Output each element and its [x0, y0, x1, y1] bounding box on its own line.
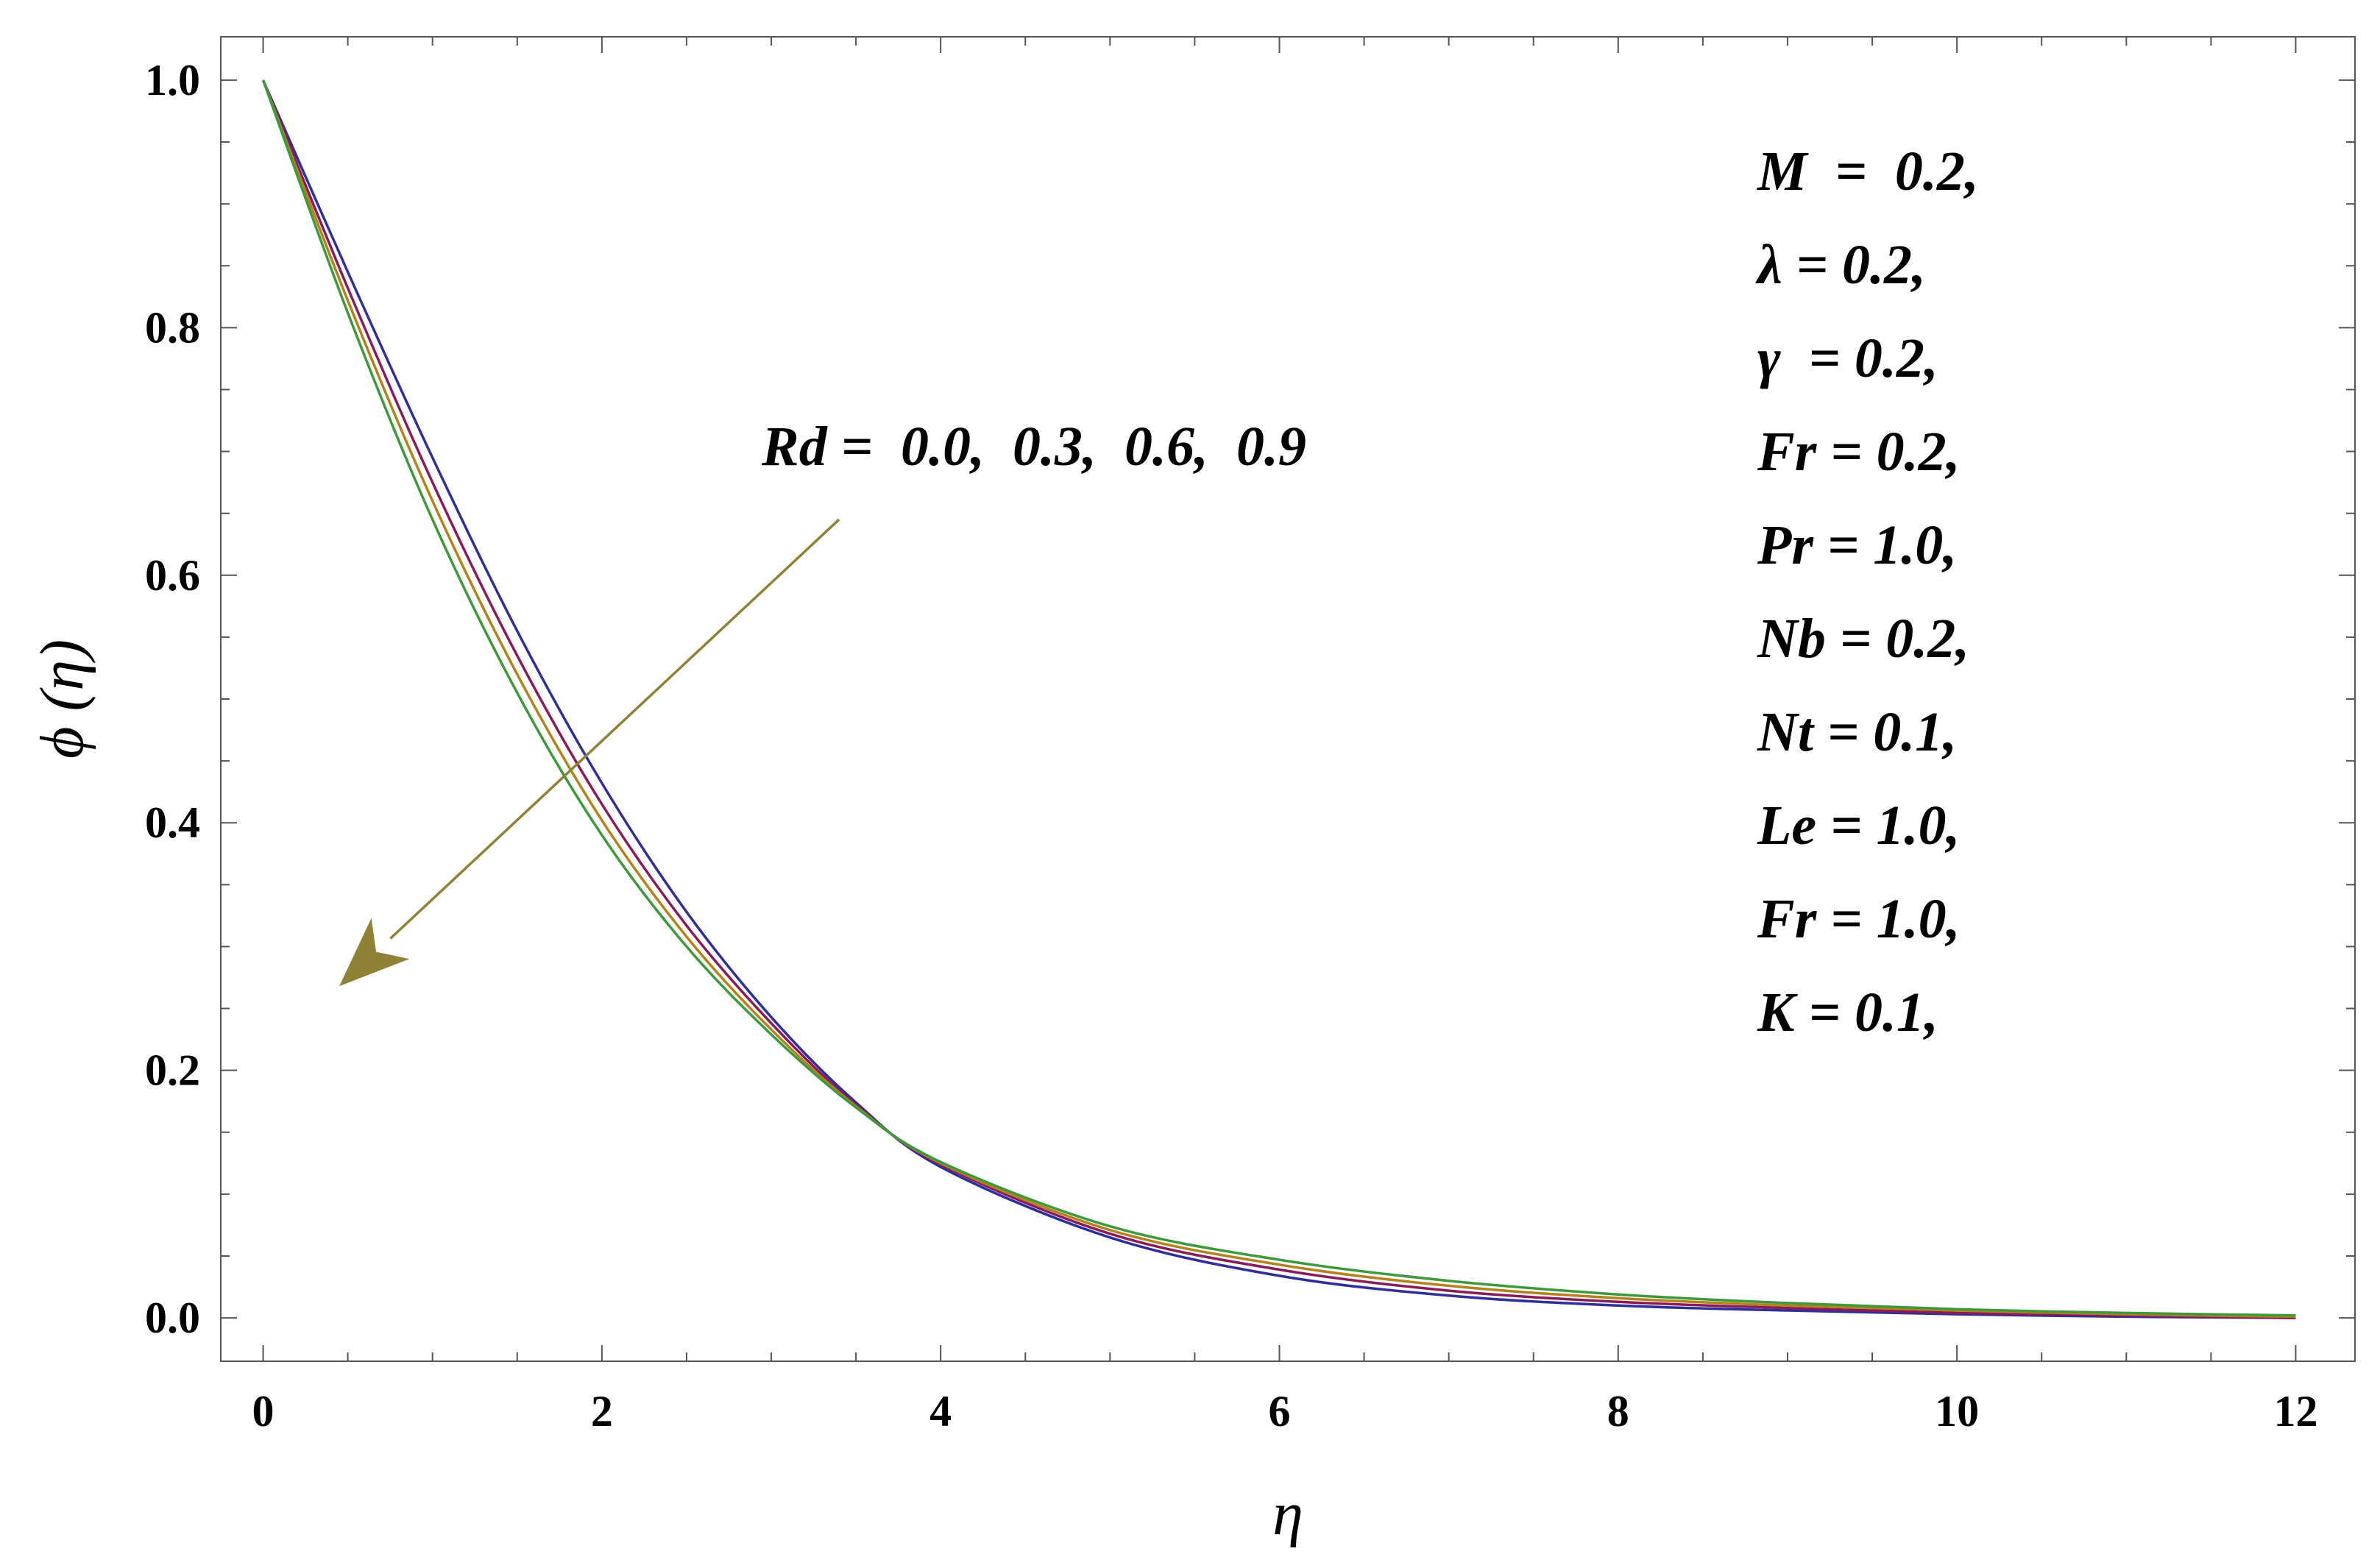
y-tick-label: 1.0 — [145, 56, 200, 104]
x-tick-label: 10 — [1935, 1387, 1979, 1436]
param-m: M = 0.2, — [1757, 141, 1979, 202]
rd-annotation-label: Rd = 0.0, 0.3, 0.6, 0.9 — [761, 416, 1306, 478]
y-tick-label: 0.4 — [145, 798, 200, 847]
x-tick-label: 8 — [1607, 1387, 1629, 1436]
x-tick-label: 4 — [929, 1387, 952, 1436]
series-line-4 — [261, 79, 2296, 1317]
y-tick-label: 0.2 — [145, 1046, 200, 1095]
param-fr-1: Fr = 0.2, — [1757, 421, 1961, 483]
series-line-1 — [261, 79, 2296, 1319]
x-tick-label: 0 — [252, 1387, 275, 1436]
param-nb: Nb = 0.2, — [1757, 608, 1969, 670]
y-axis-label: ϕ (η) — [28, 639, 96, 759]
x-axis-ticks: 0 2 4 6 8 10 12 — [252, 37, 2317, 1436]
param-pr: Pr = 1.0, — [1757, 514, 1957, 576]
param-lambda: λ = 0.2, — [1755, 234, 1926, 296]
param-nt: Nt = 0.1, — [1757, 701, 1957, 763]
x-tick-label: 12 — [2273, 1387, 2317, 1436]
series-line-3 — [261, 79, 2296, 1319]
y-tick-label: 0.0 — [145, 1294, 200, 1342]
x-tick-label: 2 — [591, 1387, 613, 1436]
series-line-2 — [261, 79, 2296, 1319]
series-layer — [261, 79, 2296, 1319]
annotation-layer — [339, 518, 840, 987]
annotation-arrow-head — [339, 918, 410, 987]
param-le: Le = 1.0, — [1757, 795, 1960, 856]
x-tick-label: 6 — [1268, 1387, 1290, 1436]
param-fr-2: Fr = 1.0, — [1757, 888, 1961, 950]
y-axis-ticks: 0.0 0.2 0.4 0.6 0.8 1.0 — [145, 56, 2355, 1342]
y-tick-label: 0.8 — [145, 303, 200, 352]
y-tick-label: 0.6 — [145, 551, 200, 600]
annotation-arrow-shaft — [389, 518, 840, 940]
parameter-list: M = 0.2, λ = 0.2, γ = 0.2, Fr = 0.2, Pr … — [1755, 141, 1979, 1043]
param-k: K = 0.1, — [1757, 982, 1938, 1043]
param-gamma: γ = 0.2, — [1757, 327, 1938, 389]
x-axis-label: η — [1272, 1480, 1303, 1548]
